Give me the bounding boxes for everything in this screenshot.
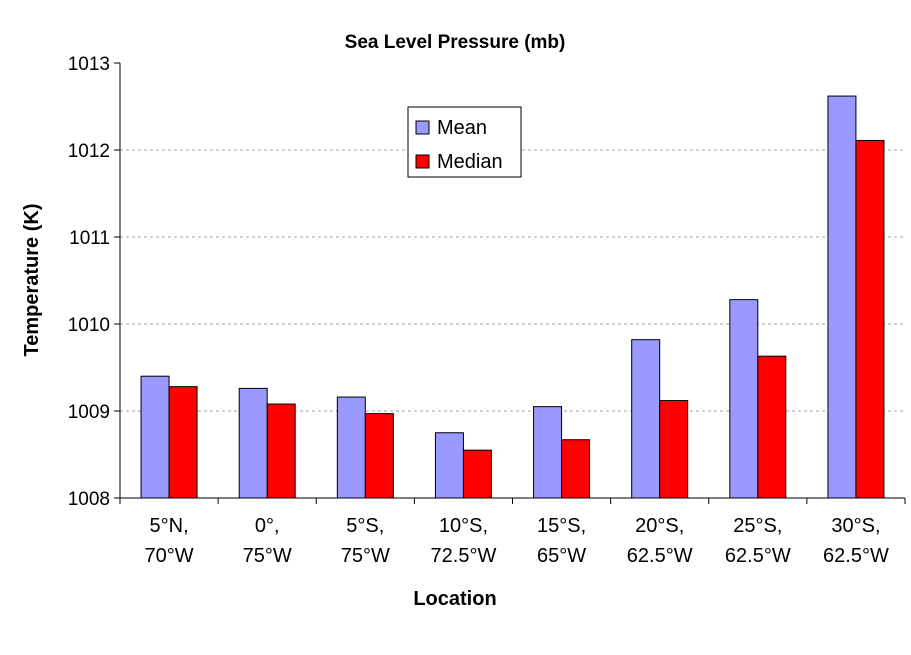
legend-swatch-mean (415, 120, 430, 135)
y-tick-label: 1008 (68, 489, 110, 510)
y-tick-label: 1009 (68, 402, 110, 423)
x-category-label: 62.5°W (725, 545, 791, 567)
bar-mean (238, 387, 268, 499)
chart-title: Sea Level Pressure (mb) (345, 32, 566, 53)
bar-median (561, 439, 591, 499)
x-category-label: 10°S, (439, 515, 488, 537)
x-category-label: 30°S, (831, 515, 880, 537)
x-category-label: 75°W (341, 545, 390, 567)
legend-label-mean: Mean (437, 117, 487, 139)
y-tick-label: 1010 (68, 315, 110, 336)
x-category-label: 0°, (255, 515, 280, 537)
bar-median (364, 413, 394, 499)
y-tick-label: 1013 (68, 54, 110, 75)
bar-median (855, 139, 885, 499)
axes (114, 62, 906, 504)
x-category-label: 15°S, (537, 515, 586, 537)
bar-median (168, 386, 198, 499)
y-tick-label: 1012 (68, 141, 110, 162)
gridlines (120, 149, 905, 412)
bar-mean (434, 432, 464, 499)
x-category-label: 20°S, (635, 515, 684, 537)
y-axis-title: Temperature (K) (21, 204, 43, 357)
y-tick-label: 1011 (69, 228, 110, 249)
x-category-label: 5°N, (150, 515, 189, 537)
x-category-label: 72.5°W (431, 545, 497, 567)
bar-mean (336, 396, 366, 499)
bar-mean (533, 406, 563, 499)
x-category-label: 70°W (145, 545, 194, 567)
bar-median (266, 403, 296, 499)
bars (140, 95, 885, 499)
x-category-label: 5°S, (346, 515, 384, 537)
bar-mean (140, 375, 170, 499)
y-tick-labels: 1008 1009 1010 1011 1012 1013 (68, 54, 110, 510)
x-category-label: 65°W (537, 545, 586, 567)
x-category-label: 75°W (243, 545, 292, 567)
bar-mean (631, 339, 661, 499)
x-category-label: 25°S, (733, 515, 782, 537)
bar-median (757, 355, 787, 499)
bar-median (659, 400, 689, 499)
legend-label-median: Median (437, 151, 503, 173)
x-axis-title: Location (413, 588, 496, 610)
x-category-labels: 5°N, 70°W 0°, 75°W 5°S, 75°W 10°S, 72.5°W 15°S, 6… (145, 515, 889, 567)
bar-mean (827, 95, 857, 499)
bar-median (462, 449, 492, 499)
x-category-label: 62.5°W (627, 545, 693, 567)
legend-swatch-median (415, 154, 430, 169)
bar-mean (729, 299, 759, 499)
x-category-label: 62.5°W (823, 545, 889, 567)
legend: Mean Median (407, 106, 522, 178)
